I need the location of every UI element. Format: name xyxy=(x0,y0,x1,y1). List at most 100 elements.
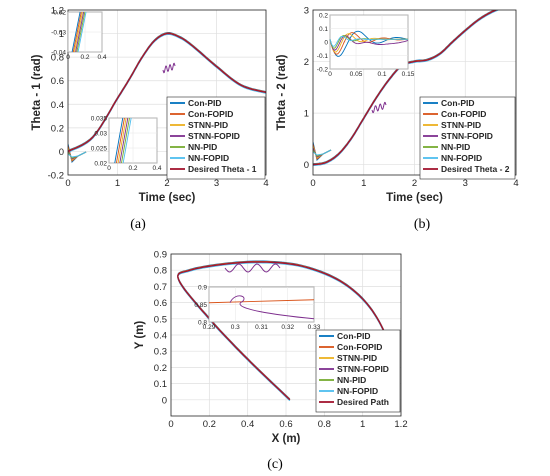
legend-label: NN-PID xyxy=(337,375,366,385)
inset-y-tick: 0.9 xyxy=(198,285,207,292)
y-tick-label: 0.2 xyxy=(51,123,64,134)
x-tick-label: 2 xyxy=(412,178,417,189)
inset-y-tick: 0.8 xyxy=(198,320,207,327)
legend-label: Desired Path xyxy=(337,397,389,407)
inset-series xyxy=(122,117,132,164)
x-tick-label: 1 xyxy=(360,419,365,430)
y-tick-label: 0 xyxy=(304,160,309,171)
series-transient xyxy=(68,151,87,158)
y-axis-label: Y (m) xyxy=(134,321,146,350)
inset-series xyxy=(229,295,315,320)
y-tick-label: 0.8 xyxy=(51,53,64,64)
series-group xyxy=(68,32,266,163)
inset-series xyxy=(77,11,87,53)
inset-x-tick: 0.2 xyxy=(80,54,89,61)
inset-series xyxy=(208,299,315,304)
inset-y-tick: 0.035 xyxy=(91,116,108,123)
legend-label: NN-PID xyxy=(188,142,217,152)
y-tick-label: 1 xyxy=(304,109,309,120)
legend-label: Con-FOPID xyxy=(337,342,382,352)
legend-label: NN-FOPID xyxy=(188,153,229,163)
x-tick-label: 1 xyxy=(115,178,120,189)
legend-box xyxy=(315,329,401,413)
y-tick-label: 0.5 xyxy=(154,314,167,325)
legend-label: STNN-FOPID xyxy=(441,131,493,141)
x-axis-label: Time (sec) xyxy=(386,192,443,204)
y-tick-label: 0.8 xyxy=(154,266,167,277)
x-tick-label: 3 xyxy=(214,178,219,189)
x-tick-label: 0 xyxy=(168,419,173,430)
inset-series xyxy=(114,117,124,164)
inset-y-tick: 0.1 xyxy=(319,26,328,33)
inset-x-tick: 0.33 xyxy=(308,324,321,331)
inset-series xyxy=(74,11,83,53)
inset-x-tick: 0.29 xyxy=(203,324,216,331)
y-tick-label: 2 xyxy=(304,57,309,68)
inset-x-tick: 0 xyxy=(107,165,111,172)
inset-series xyxy=(329,35,408,47)
inset-y-tick: -0.1 xyxy=(317,53,329,60)
axes-frame xyxy=(170,253,402,417)
x-tick-label: 0.8 xyxy=(318,419,331,430)
y-tick-label: 3 xyxy=(304,6,309,17)
x-tick-label: 1 xyxy=(361,178,366,189)
inset-x-tick: 0.3 xyxy=(231,324,240,331)
series-line-desired xyxy=(313,10,499,166)
y-tick-label: 0 xyxy=(162,395,167,406)
inset-y-tick: -0.03 xyxy=(51,30,66,37)
legend-label: Con-PID xyxy=(441,98,475,108)
inset-y-tick: 0.02 xyxy=(94,161,107,168)
x-tick-label: 4 xyxy=(513,178,518,189)
inset-y-tick: 0.03 xyxy=(94,131,107,138)
y-tick-label: 1 xyxy=(59,29,64,40)
y-tick-label: 0.1 xyxy=(154,379,167,390)
y-axis-label: Theta - 1 (rad) xyxy=(31,54,43,130)
legend-box xyxy=(419,96,516,180)
y-tick-label: 0.6 xyxy=(154,298,167,309)
x-tick-label: 0.6 xyxy=(279,419,292,430)
inset-x-tick: 0.32 xyxy=(281,324,294,331)
x-tick-label: 0.4 xyxy=(241,419,254,430)
y-tick-label: 0 xyxy=(59,147,64,158)
y-tick-label: 0.6 xyxy=(51,76,64,87)
legend-label: NN-FOPID xyxy=(337,386,378,396)
y-tick-label: 0.4 xyxy=(51,100,64,111)
inset-y-tick: -0.04 xyxy=(51,50,66,57)
x-tick-label: 3 xyxy=(463,178,468,189)
axes-frame xyxy=(312,9,517,176)
inset-series xyxy=(72,11,82,53)
series-line-desired xyxy=(177,261,400,401)
x-tick-label: 0 xyxy=(310,178,315,189)
legend-label: Con-PID xyxy=(188,98,222,108)
inset-series xyxy=(121,117,130,164)
x-tick-label: 0 xyxy=(65,178,70,189)
series-transient xyxy=(313,149,332,156)
series-line-desired xyxy=(68,32,266,153)
chart-theta-2: 0 1 2 3 4 0 1 2 3 Time (sec) Theta - 2 (rad) Con-PI… xyxy=(276,6,519,233)
inset-series xyxy=(75,11,85,53)
x-axis-label: X (m) xyxy=(272,433,301,445)
panel-caption: (c) xyxy=(267,457,283,472)
inset-y-tick: 0 xyxy=(324,40,328,47)
inset-x-tick: 0 xyxy=(328,71,332,78)
inset-x-tick: 0.15 xyxy=(402,71,415,78)
series-group xyxy=(177,260,400,402)
inset-series xyxy=(119,117,129,164)
inset-y-tick: 0.2 xyxy=(319,13,328,20)
series-group xyxy=(313,10,500,167)
inset-series xyxy=(115,117,125,164)
legend-label: Con-FOPID xyxy=(188,109,233,119)
series-oscillation xyxy=(371,101,387,114)
chart-xy-path: 0 0.2 0.4 0.6 0.8 1 1.2 0 0.1 0.2 0.3 0.4 0.5 0.6 0.7 0… xyxy=(134,250,408,473)
legend-label: Con-PID xyxy=(337,331,371,341)
y-tick-label: 0.7 xyxy=(154,282,167,293)
legend-label: STNN-PID xyxy=(188,120,228,130)
inset-x-tick: 0.4 xyxy=(152,165,161,172)
panel-caption: (a) xyxy=(130,217,146,232)
legend-label: Con-FOPID xyxy=(441,109,486,119)
legend-label: Desired Theta - 2 xyxy=(441,164,510,174)
inset-y-tick: 0.025 xyxy=(91,146,108,153)
inset-series xyxy=(117,117,127,164)
